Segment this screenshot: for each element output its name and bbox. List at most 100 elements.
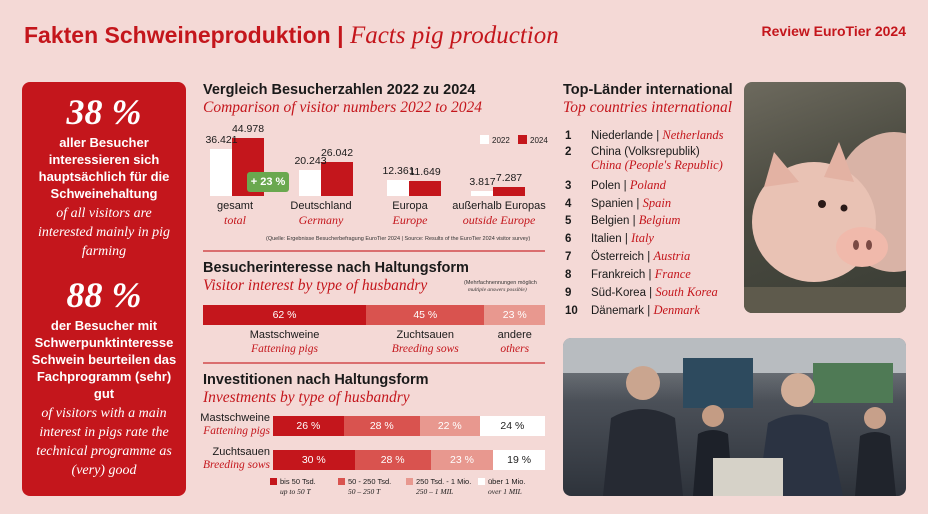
title-de: Fakten Schweineproduktion [24, 22, 331, 48]
interest-segment-1: 45 % [366, 305, 485, 325]
country-rank-5: 5 [565, 215, 572, 227]
country-en-10: Denmark [653, 303, 700, 317]
key-stats-panel: 38 % aller Besucher interessieren sich h… [22, 82, 186, 496]
stat1-text-de: aller Besucher interessieren sich haupts… [38, 135, 170, 201]
value-2024-0: 44.978 [231, 123, 265, 136]
bar-2022-2 [387, 180, 410, 196]
invest-legend-de-1: 50 - 250 Tsd. [348, 477, 392, 486]
value-2024-3: 7.287 [495, 171, 523, 184]
invest-legend-de-3: über 1 Mio. [488, 477, 526, 486]
value-2022-1: 20.243 [294, 154, 327, 167]
visitors-illustration [563, 338, 906, 496]
country-de-5: Belgien [591, 215, 630, 227]
review-label: Review EuroTier 2024 [761, 23, 906, 39]
country-item-10: 10 Dänemark | Denmark [565, 303, 700, 318]
country-de-3: Polen [591, 180, 621, 192]
interest-segment-2: 23 % [484, 305, 545, 325]
divider-1 [203, 250, 545, 252]
country-rank-2: 2 [565, 146, 572, 158]
country-sep-3: | [620, 180, 630, 192]
country-rank-4: 4 [565, 198, 572, 210]
invest-legend-en-3: over 1 MIL [488, 487, 522, 496]
invest-legend-swatch-1 [338, 478, 345, 485]
invest-title-en: Investments by type of husbandry [203, 389, 410, 406]
country-rank-9: 9 [565, 287, 572, 299]
country-item-8: 8 Frankreich | France [565, 267, 691, 282]
visitors-title-en: Comparison of visitor numbers 2022 to 20… [203, 99, 483, 116]
country-sep-7: | [644, 251, 654, 263]
country-en-1: Netherlands [662, 128, 724, 142]
country-sep-8: | [645, 269, 655, 281]
country-de-9: Süd-Korea [591, 287, 646, 299]
category-de-2: Europa [392, 200, 428, 212]
invest-row2-de: Zuchtsauen [212, 446, 270, 458]
title-en: Facts pig production [349, 22, 559, 49]
value-2024-2: 11.649 [409, 165, 441, 178]
invest-legend-item-0: bis 50 Tsd. up to 50 T [270, 477, 316, 497]
countries-title-en: Top countries international [563, 99, 733, 116]
category-en-2: Europe [392, 213, 428, 227]
invest-legend-swatch-3 [478, 478, 485, 485]
interest-label-2: andere others [455, 328, 575, 356]
country-sep-6: | [621, 233, 632, 245]
invest-row1-segment-2: 22 % [419, 416, 480, 436]
divider-2 [203, 362, 545, 364]
interest-note-de: (Mehrfachnennungen möglich [464, 280, 537, 286]
visitors-source: (Quelle: Ergebnisse Besucherbefragung Eu… [266, 236, 531, 242]
page-title: Fakten Schweineproduktion | Facts pig pr… [24, 22, 559, 50]
category-label-2: Europa Europe [350, 199, 470, 227]
stat2-text-de: der Besucher mit Schwerpunktinteresse Sc… [31, 318, 177, 401]
interest-label-de-1: Zuchtsauen [396, 329, 455, 341]
country-sep-5: | [629, 215, 639, 227]
interest-note-en: multiple answers possible) [468, 287, 527, 293]
title-separator: | [337, 22, 344, 48]
invest-row2-segment-2: 23 % [430, 450, 494, 470]
country-sep-9: | [645, 287, 656, 299]
country-en-2: China (People's Republic) [591, 158, 723, 172]
interest-label-en-1: Breeding sows [391, 343, 459, 355]
category-en-3: outside Europe [462, 213, 536, 227]
interest-segment-0: 62 % [203, 305, 367, 325]
country-item-2: 2 China (Volksrepublik) China (People's Re… [565, 146, 723, 173]
invest-row2-en: Breeding sows [203, 459, 270, 471]
legend-label-2022: 2022 [492, 136, 510, 145]
stat1-text-en: of all visitors are interested mainly in… [37, 206, 171, 259]
category-label-1: Deutschland Germany [261, 199, 381, 227]
legend-label-2024: 2024 [530, 136, 548, 145]
category-en-0: total [223, 213, 246, 227]
bar-2024-3 [493, 186, 525, 196]
country-rank-10: 10 [565, 305, 578, 317]
country-en-3: Poland [629, 178, 666, 192]
pigs-photo [744, 82, 906, 313]
country-de-7: Österreich [591, 251, 645, 263]
interest-label-0: Mastschweine Fattening pigs [225, 328, 345, 356]
invest-row1-segment-0: 26 % [273, 416, 344, 436]
country-rank-1: 1 [565, 130, 572, 142]
country-sep-4: | [633, 198, 643, 210]
invest-row-label-2: Zuchtsauen Breeding sows [200, 446, 270, 472]
visitors-photo [563, 338, 906, 496]
country-en-7: Austria [653, 249, 691, 263]
stat1-value: 38 % [66, 92, 142, 132]
category-de-1: Deutschland [290, 200, 352, 212]
growth-badge: + 23 % [247, 172, 289, 192]
invest-legend-en-0: up to 50 T [280, 487, 311, 496]
invest-row2-segment-3: 19 % [493, 450, 545, 470]
value-2022-3: 3.817 [469, 176, 496, 189]
country-de-2: China (Volksrepublik) [591, 146, 700, 158]
invest-legend-item-3: über 1 Mio. over 1 MIL [478, 477, 526, 497]
value-2022-2: 12.361 [382, 165, 415, 178]
interest-label-en-2: others [500, 343, 530, 355]
country-item-6: 6 Italien | Italy [565, 231, 654, 246]
country-item-3: 3 Polen | Poland [565, 178, 666, 193]
invest-legend-item-2: 250 Tsd. - 1 Mio. 250 – 1 MIL [406, 477, 471, 497]
invest-row1-de: Mastschweine [200, 412, 270, 424]
invest-row1-segment-3: 24 % [479, 416, 545, 436]
invest-row1-en: Fattening pigs [203, 425, 270, 437]
pig-illustration [744, 132, 906, 313]
category-de-3: außerhalb Europas [452, 200, 546, 212]
invest-legend-en-2: 250 – 1 MIL [416, 487, 454, 496]
interest-title-de: Besucherinteresse nach Haltungsform [203, 260, 469, 276]
country-item-4: 4 Spanien | Spain [565, 196, 671, 211]
visitors-title-de: Vergleich Besucherzahlen 2022 zu 2024 [203, 82, 476, 98]
